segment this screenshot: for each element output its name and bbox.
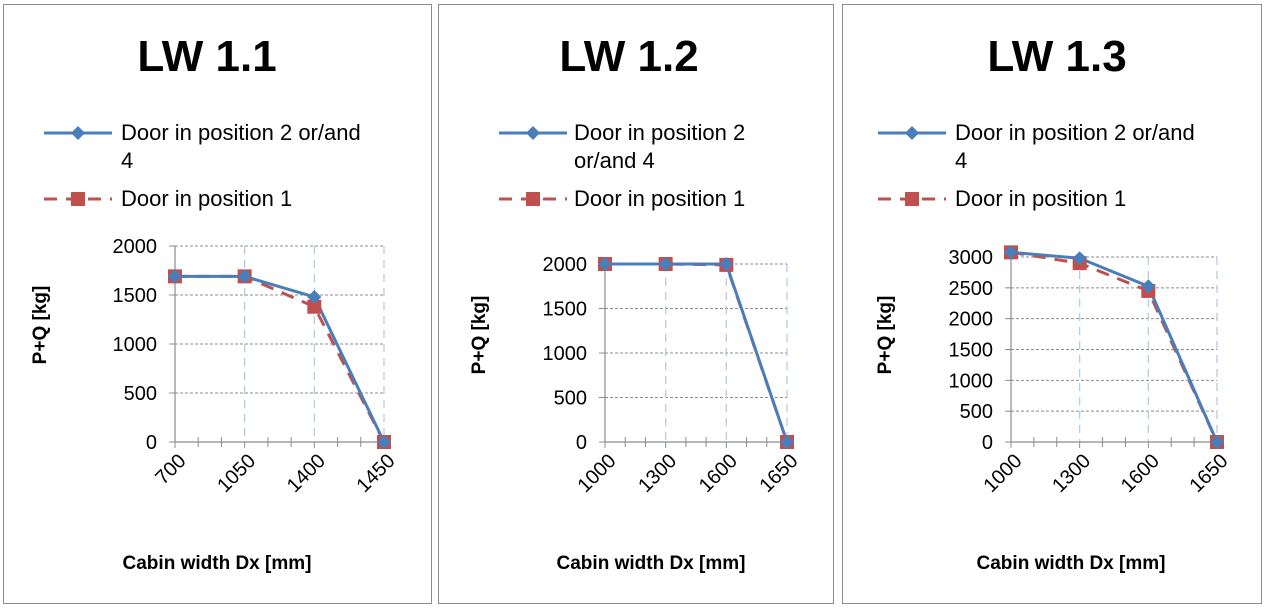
legend-label: Door in position 2 [574, 120, 745, 145]
legend-label: or/and 4 [574, 148, 655, 173]
data-point-diamond [307, 289, 322, 304]
legend-entry: Door in position 1 [44, 186, 292, 211]
chart-title: LW 1.1 [137, 32, 276, 81]
legend-marker [905, 126, 919, 140]
series-line-1 [175, 274, 386, 443]
y-axis-title: P+Q [kg] [875, 296, 896, 375]
y-tick-label: 500 [124, 383, 157, 405]
y-tick-label: 0 [576, 432, 587, 454]
y-tick-label: 1500 [113, 285, 158, 307]
data-point-diamond [780, 435, 794, 449]
x-tick-label: 1050 [213, 450, 260, 497]
data-point-diamond [1141, 279, 1156, 294]
data-point-diamond [1210, 435, 1224, 449]
x-tick-label: 1650 [1186, 450, 1233, 497]
legend-marker [71, 126, 85, 140]
chart-panel-1: LW 1.1 Door in position 2 or/and 4 Door in … [3, 4, 432, 604]
series-line-1 [605, 262, 789, 443]
legend-label: Door in position 1 [121, 186, 292, 211]
x-tick-label: 700 [151, 450, 190, 489]
legend-label: 4 [955, 148, 967, 173]
y-tick-label: 1000 [113, 334, 158, 356]
x-tick-label: 1000 [574, 450, 621, 497]
y-tick-label: 2000 [113, 236, 158, 258]
chart-panel-3: LW 1.3 Door in position 2 or/and 4 Door in … [842, 4, 1262, 604]
y-tick-label: 1000 [543, 343, 588, 365]
x-tick-label: 1300 [1048, 450, 1095, 497]
legend-label: Door in position 1 [955, 186, 1126, 211]
chart-title: LW 1.3 [987, 32, 1126, 81]
data-point-diamond [719, 257, 734, 271]
data-point-square [307, 299, 322, 314]
data-point-diamond [598, 257, 612, 271]
data-point-diamond [377, 435, 391, 449]
y-tick-label: 0 [146, 432, 157, 454]
x-axis-title: Cabin width Dx [mm] [977, 553, 1166, 574]
legend-label: Door in position 1 [574, 186, 745, 211]
x-tick-label: 1000 [980, 450, 1027, 497]
chart-panel-2: LW 1.2 Door in position 2 or/and 4 Door in … [438, 4, 834, 604]
x-tick-label: 1600 [695, 450, 742, 497]
legend-marker [71, 192, 85, 206]
x-axis-title: Cabin width Dx [mm] [557, 553, 746, 574]
y-axis-title: P+Q [kg] [30, 286, 51, 365]
legend-marker [526, 192, 540, 206]
y-tick-label: 2000 [543, 254, 588, 276]
y-tick-label: 0 [982, 432, 993, 454]
data-point-diamond [658, 257, 673, 271]
series-line-2 [175, 274, 386, 443]
data-point-diamond [237, 269, 252, 284]
y-axis-title: P+Q [kg] [469, 296, 490, 375]
y-tick-label: 500 [554, 388, 587, 410]
x-tick-label: 1300 [634, 450, 681, 497]
legend-entry: Door in position 1 [878, 186, 1126, 211]
y-tick-label: 1500 [543, 299, 588, 321]
legend-entry: Door in position 2 or/and 4 [44, 120, 361, 173]
x-tick-label: 1600 [1117, 450, 1164, 497]
y-tick-label: 1500 [949, 340, 994, 362]
y-tick-label: 500 [960, 401, 993, 423]
y-tick-label: 3000 [949, 247, 994, 269]
data-point-diamond [1072, 251, 1087, 266]
legend-label: Door in position 2 or/and [121, 120, 361, 145]
legend-label: Door in position 2 or/and [955, 120, 1195, 145]
y-tick-label: 2500 [949, 278, 994, 300]
y-tick-label: 1000 [949, 370, 994, 392]
legend-entry: Door in position 2 or/and 4 [878, 120, 1195, 173]
legend-marker [526, 126, 540, 140]
legend-entry: Door in position 2 or/and 4 [499, 120, 745, 173]
series-line-1 [1010, 250, 1219, 443]
chart-title: LW 1.2 [559, 32, 698, 81]
x-axis-title: Cabin width Dx [mm] [123, 553, 312, 574]
data-point-diamond [168, 269, 182, 284]
x-tick-label: 1650 [756, 450, 803, 497]
data-point-diamond [1004, 245, 1018, 260]
x-tick-label: 1400 [283, 450, 330, 497]
y-tick-label: 2000 [949, 309, 994, 331]
x-tick-label: 1450 [353, 450, 400, 497]
series-line-2 [1010, 250, 1219, 443]
legend-marker [905, 192, 919, 206]
legend-label: 4 [121, 148, 133, 173]
legend-entry: Door in position 1 [499, 186, 745, 211]
